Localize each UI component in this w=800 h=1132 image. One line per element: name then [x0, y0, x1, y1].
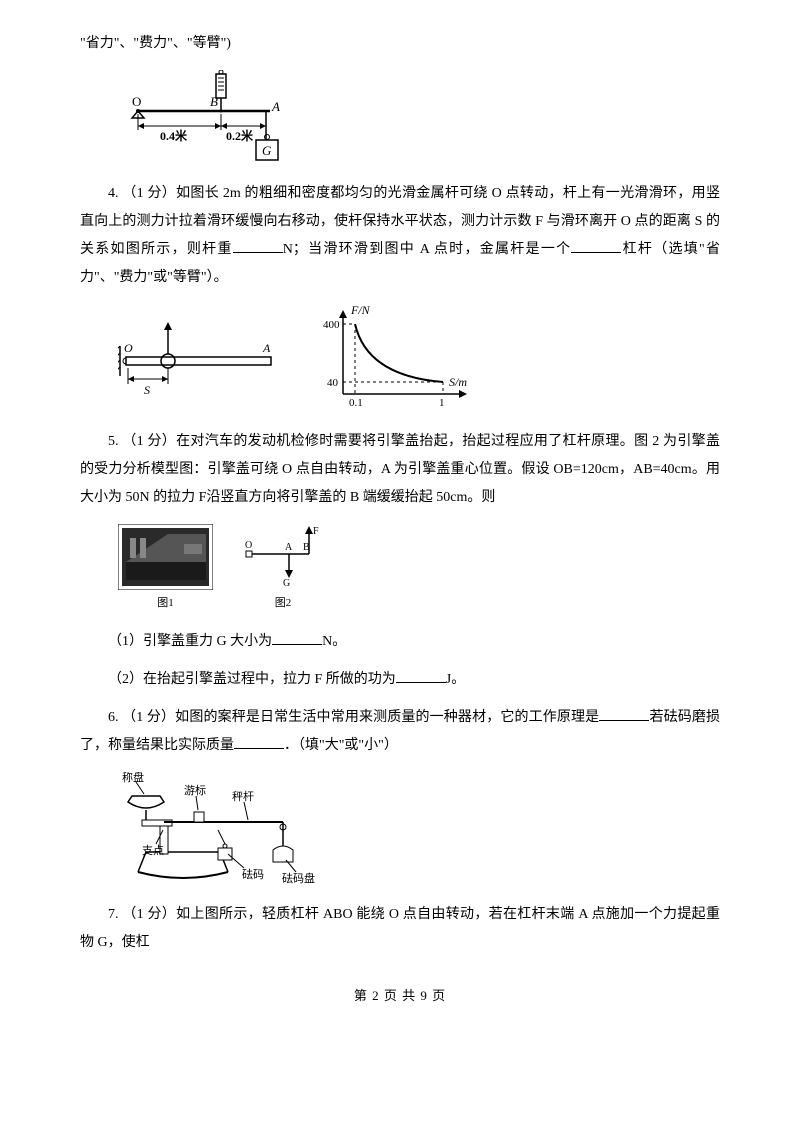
q5-sub2: （2）在抬起引擎盖过程中，拉力 F 所做的功为J。	[80, 666, 720, 694]
q6-blank1	[599, 706, 649, 721]
fig5-cap1: 图1	[118, 592, 213, 614]
q6: 6. （1 分）如图的案秤是日常生活中常用来测质量的一种器材，它的工作原理是若砝…	[80, 704, 720, 760]
fig-q4: O A S F/N 400 40	[118, 304, 720, 414]
svg-text:S: S	[144, 383, 150, 397]
page-footer: 第 2 页 共 9 页	[80, 983, 720, 1009]
svg-text:称盘: 称盘	[122, 772, 144, 784]
q-cont: "省力"、"费力"、"等臂")	[80, 30, 720, 58]
q6-blank2	[234, 734, 284, 749]
label-d1: 0.4米	[160, 128, 188, 143]
q5-blank2	[396, 668, 446, 683]
svg-text:G: G	[283, 578, 290, 589]
svg-text:秤杆: 秤杆	[232, 789, 254, 803]
scale-diagram-icon: 称盘 游标 秤杆 支点 砝码 砝码盘	[118, 772, 328, 887]
q4-blank2	[571, 238, 621, 253]
label-d2: 0.2米	[226, 128, 254, 143]
car-photo-icon	[118, 524, 213, 590]
page: "省力"、"费力"、"等臂")	[0, 0, 800, 1029]
svg-text:1: 1	[439, 397, 445, 409]
svg-text:O: O	[124, 341, 133, 355]
svg-text:支点: 支点	[142, 844, 164, 857]
lever-diagram-icon: O B A G 0.4米 0.2米	[118, 70, 293, 166]
svg-text:O: O	[245, 540, 252, 551]
label-O: O	[132, 94, 141, 109]
q5-sub1: （1）引擎盖重力 G 大小为N。	[80, 628, 720, 656]
q4: 4. （1 分）如图长 2m 的粗细和密度都均匀的光滑金属杆可绕 O 点转动，杆…	[80, 180, 720, 292]
svg-text:A: A	[262, 341, 271, 355]
q5: 5. （1 分）在对汽车的发动机检修时需要将引擎盖抬起，抬起过程应用了杠杆原理。…	[80, 428, 720, 512]
svg-text:B: B	[303, 542, 310, 553]
fig5-cap2: 图2	[243, 592, 323, 614]
svg-text:400: 400	[323, 319, 340, 331]
fig-q5: 图1 O A B F G 图2	[118, 524, 720, 614]
q4-blank1	[233, 238, 283, 253]
svg-text:S/m: S/m	[449, 375, 467, 389]
q4-diagram-icon: O A S F/N 400 40	[118, 304, 478, 414]
q5-blank1	[272, 630, 322, 645]
label-A: A	[271, 99, 280, 114]
q5-model-icon: O A B F G	[243, 524, 323, 590]
svg-text:游标: 游标	[184, 783, 206, 797]
q7: 7. （1 分）如上图所示，轻质杠杆 ABO 能绕 O 点自由转动，若在杠杆末端…	[80, 901, 720, 957]
label-B: B	[210, 94, 218, 109]
svg-text:F: F	[313, 526, 319, 537]
svg-text:0.1: 0.1	[349, 397, 363, 409]
svg-text:F/N: F/N	[350, 304, 371, 317]
fig-q6-scale: 称盘 游标 秤杆 支点 砝码 砝码盘	[118, 772, 720, 887]
svg-text:砝码盘: 砝码盘	[282, 871, 315, 885]
q4-mid: N；当滑环滑到图中 A 点时，金属杆是一个	[283, 242, 572, 257]
svg-text:砝码: 砝码	[242, 867, 264, 881]
svg-text:40: 40	[327, 377, 339, 389]
label-G: G	[262, 143, 272, 158]
svg-text:A: A	[285, 542, 293, 553]
fig-q3-lever: O B A G 0.4米 0.2米	[118, 70, 720, 166]
